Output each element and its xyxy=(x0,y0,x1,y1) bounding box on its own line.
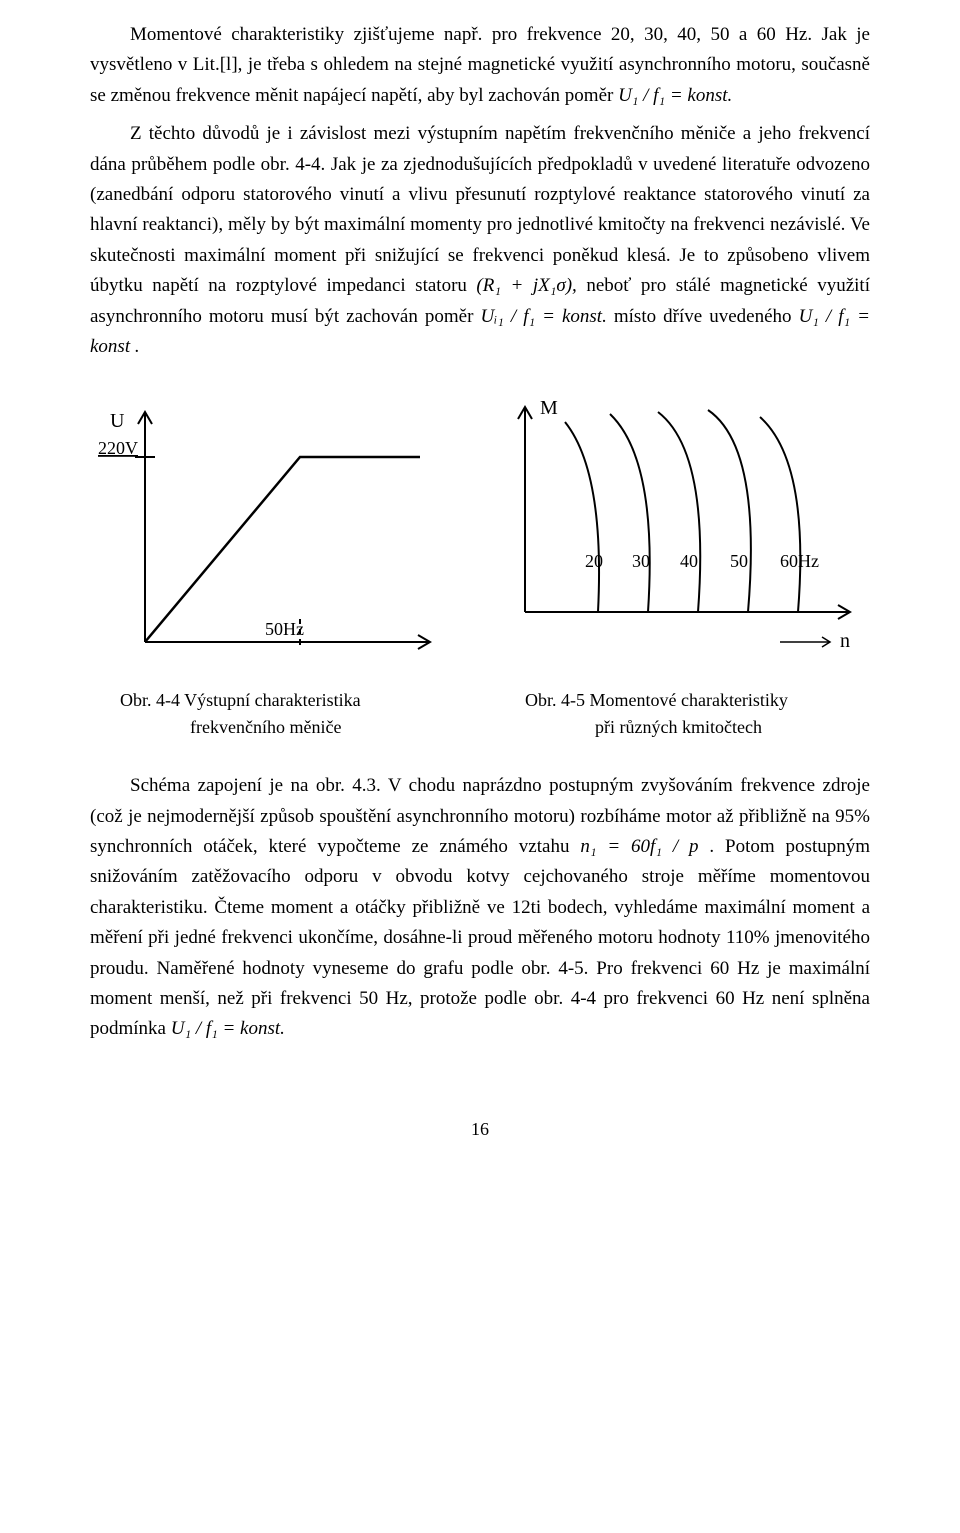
fig-4-4-ylabel: U xyxy=(110,410,125,432)
caption-4-4-line1: Obr. 4-4 Výstupní charakteristika xyxy=(120,690,361,710)
figure-4-5: M n 20 30 40 50 60Hz xyxy=(480,392,870,672)
fig-4-5-label-50: 50 xyxy=(730,551,748,571)
page-number: 16 xyxy=(90,1115,870,1144)
fig-4-5-label-30: 30 xyxy=(632,551,650,571)
caption-4-5: Obr. 4-5 Momentové charakteristiky při r… xyxy=(495,687,870,741)
paragraph-3-formula-1: n₁ = 60f₁ / p xyxy=(580,836,698,857)
fig-4-4-ytick: 220V xyxy=(98,438,138,458)
paragraph-3-text-b: . Potom postupným snižováním zatěžovacíh… xyxy=(90,836,870,1039)
figures-row: U 220V 50Hz xyxy=(90,392,870,672)
captions-row: Obr. 4-4 Výstupní charakteristika frekve… xyxy=(90,687,870,741)
paragraph-1: Momentové charakteristiky zjišťujeme nap… xyxy=(90,20,870,111)
paragraph-2-impedance: (R₁ + jX₁σ), xyxy=(476,275,576,296)
fig-4-5-xlabel: n xyxy=(840,630,850,652)
fig-4-5-ylabel: M xyxy=(540,397,558,419)
page: Momentové charakteristiky zjišťujeme nap… xyxy=(0,0,960,1533)
paragraph-3-formula-2: U₁ / f₁ = konst. xyxy=(171,1018,285,1039)
figure-4-5-svg: M n 20 30 40 50 60Hz xyxy=(480,392,870,672)
paragraph-2: Z těchto důvodů je i závislost mezi výst… xyxy=(90,119,870,362)
caption-4-4: Obr. 4-4 Výstupní charakteristika frekve… xyxy=(90,687,465,741)
paragraph-2-text-a: Z těchto důvodů je i závislost mezi výst… xyxy=(90,123,870,296)
paragraph-1-formula: U₁ / f₁ = konst. xyxy=(618,85,732,106)
paragraph-3: Schéma zapojení je na obr. 4.3. V chodu … xyxy=(90,771,870,1045)
fig-4-5-label-60: 60Hz xyxy=(780,551,819,571)
figure-4-4-svg: U 220V 50Hz xyxy=(90,392,450,672)
figure-4-4: U 220V 50Hz xyxy=(90,392,450,672)
paragraph-1-text: Momentové charakteristiky zjišťujeme nap… xyxy=(90,24,870,106)
fig-4-5-label-40: 40 xyxy=(680,551,698,571)
caption-4-5-line1: Obr. 4-5 Momentové charakteristiky xyxy=(525,690,788,710)
fig-4-5-label-20: 20 xyxy=(585,551,603,571)
paragraph-2-formula-1: Uᵢ₁ / f₁ = konst. xyxy=(481,306,607,327)
caption-4-5-line2: při různých kmitočtech xyxy=(525,714,870,741)
fig-4-4-xtick: 50Hz xyxy=(265,619,304,639)
caption-4-4-line2: frekvenčního měniče xyxy=(120,714,465,741)
paragraph-2-text-c: místo dříve uvedeného xyxy=(614,306,799,327)
